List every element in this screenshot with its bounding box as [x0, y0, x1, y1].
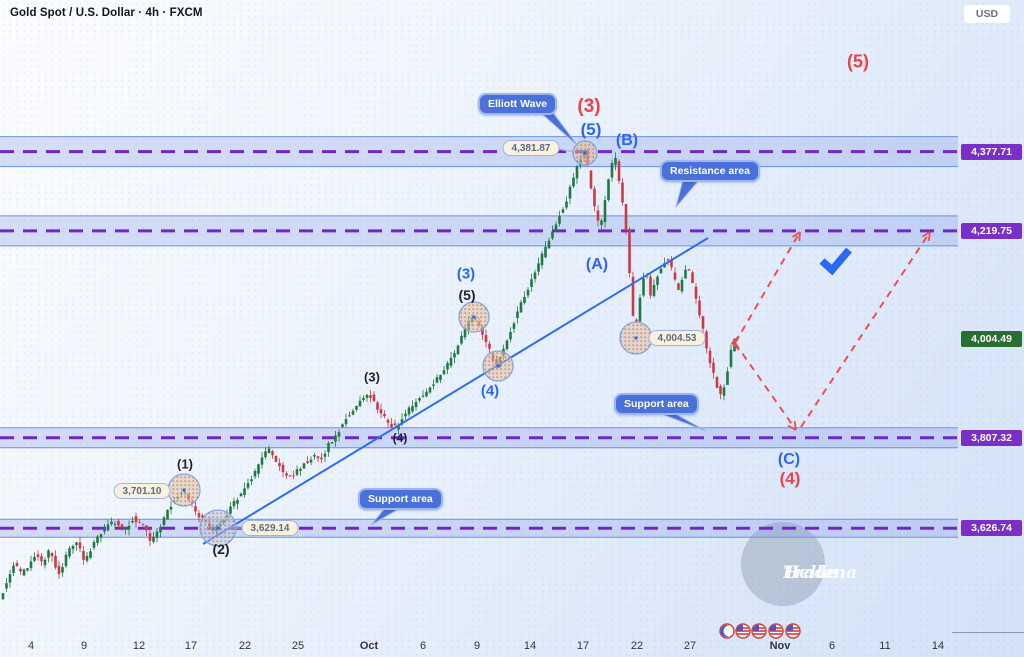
symbol-title[interactable]: Gold Spot / U.S. Dollar · 4h · FXCM	[10, 7, 203, 19]
time-axis[interactable]: 4 9 12 17 22 25 Oct 6 9 14 17 22 27 Nov 6 11 14	[0, 630, 1024, 657]
time-axis-tick: 17	[184, 640, 198, 652]
time-axis-tick: 12	[132, 640, 146, 652]
time-axis-tick: 27	[683, 640, 697, 652]
watermark-badge: Hellena Trade	[741, 522, 857, 606]
time-axis-tick: 6	[828, 640, 836, 652]
currency-chip: USD	[964, 5, 1010, 23]
time-axis-tick: 25	[291, 640, 305, 652]
time-axis-tick: 22	[238, 640, 252, 652]
watermark-line1: Hellena	[783, 563, 857, 583]
time-axis-tick: 22	[630, 640, 644, 652]
time-axis-tick: 9	[473, 640, 481, 652]
watermark-line2: Trade	[783, 563, 838, 583]
time-axis-tick: 4	[27, 640, 35, 652]
us-flag-event-icon[interactable]	[768, 623, 784, 639]
time-axis-tick: 9	[80, 640, 88, 652]
axis-divider	[952, 632, 1024, 633]
moon-event-icon[interactable]	[719, 623, 735, 639]
time-axis-tick: 11	[879, 640, 891, 652]
us-flag-event-icon[interactable]	[751, 623, 767, 639]
us-flag-event-icon[interactable]	[785, 623, 801, 639]
time-axis-tick: Oct	[359, 640, 379, 652]
time-axis-tick: Nov	[769, 640, 791, 652]
time-axis-tick: 14	[523, 640, 537, 652]
us-flag-event-icon[interactable]	[735, 623, 751, 639]
time-axis-tick: 6	[419, 640, 427, 652]
time-axis-tick: 17	[576, 640, 590, 652]
time-axis-tick: 14	[931, 640, 945, 652]
price-chart-canvas[interactable]	[0, 0, 958, 630]
